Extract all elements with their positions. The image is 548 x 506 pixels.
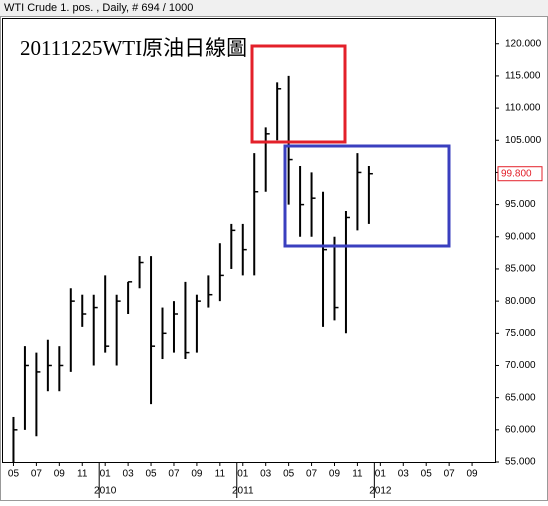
- x-tick-label: 09: [467, 469, 479, 480]
- x-tick-label: 03: [260, 469, 272, 480]
- y-tick-label: 55.000: [505, 457, 536, 468]
- last-value-box: [497, 166, 543, 182]
- x-tick-label: 05: [421, 469, 433, 480]
- y-tick-label: 95.000: [505, 199, 536, 210]
- x-tick-label: 09: [329, 469, 341, 480]
- x-tick-label: 03: [123, 469, 135, 480]
- highlight-box-red: [250, 44, 347, 144]
- y-tick-label: 65.000: [505, 392, 536, 403]
- header-bar: [0, 0, 548, 16]
- x-tick-label: 03: [398, 469, 410, 480]
- year-label: 2012: [369, 486, 392, 497]
- x-tick-label: 01: [237, 469, 249, 480]
- year-label: 2011: [232, 486, 254, 497]
- year-label: 2010: [94, 486, 117, 497]
- x-tick-label: 09: [54, 469, 66, 480]
- x-tick-label: 05: [145, 469, 157, 480]
- last-value-label: 99.800: [501, 168, 532, 179]
- annotation: 20111225WTI原油日線圖: [20, 36, 247, 60]
- y-tick-label: 115.000: [505, 71, 541, 82]
- x-tick-label: 11: [77, 469, 88, 480]
- highlight-box-blue: [283, 144, 451, 248]
- x-tick-label: 01: [375, 469, 387, 480]
- y-tick-label: 105.000: [505, 135, 542, 146]
- x-tick-label: 09: [191, 469, 203, 480]
- y-tick-label: 75.000: [505, 328, 536, 339]
- x-tick-label: 07: [444, 469, 456, 480]
- x-tick-label: 07: [31, 469, 43, 480]
- header-title: WTI Crude 1. pos. , Daily, # 694 / 1000: [4, 2, 193, 14]
- y-tick-label: 110.000: [505, 103, 541, 114]
- y-tick-label: 70.000: [505, 360, 536, 371]
- x-tick-label: 07: [168, 469, 180, 480]
- y-tick-label: 90.000: [505, 231, 536, 242]
- plot-frame: [2, 18, 496, 463]
- x-tick-label: 01: [100, 469, 112, 480]
- x-tick-label: 05: [8, 469, 20, 480]
- y-tick-label: 85.000: [505, 264, 536, 275]
- y-tick-label: 60.000: [505, 424, 536, 435]
- x-tick-label: 11: [352, 469, 363, 480]
- x-tick-label: 11: [215, 469, 226, 480]
- y-tick-label: 80.000: [505, 296, 536, 307]
- x-tick-label: 05: [283, 469, 295, 480]
- x-tick-label: 07: [306, 469, 318, 480]
- y-tick-label: 120.000: [505, 38, 542, 49]
